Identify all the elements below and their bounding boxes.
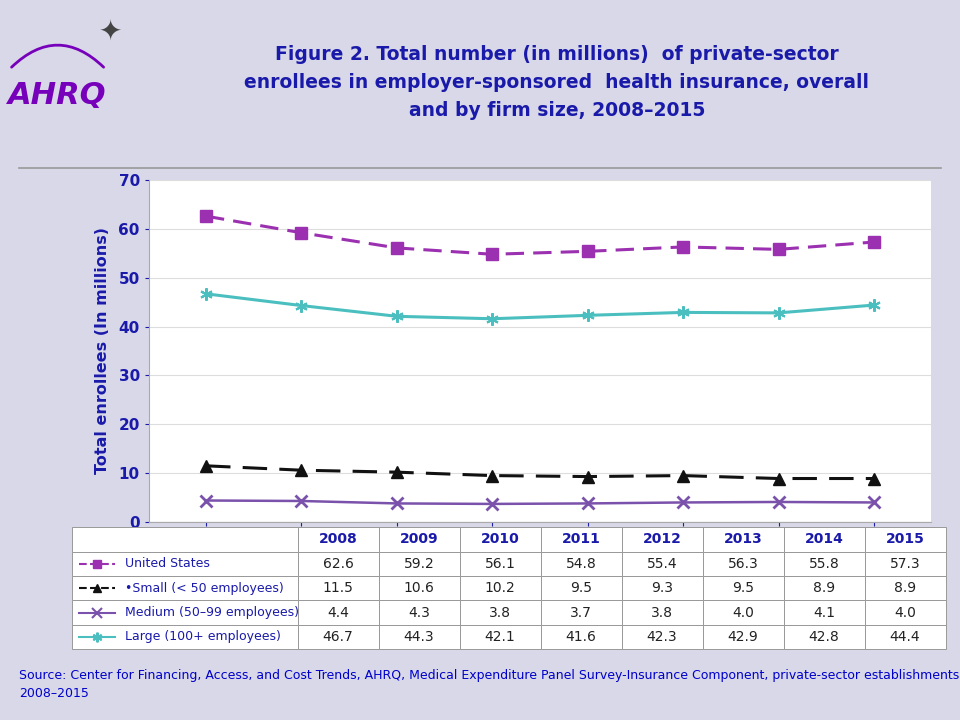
Bar (540, 552, 622, 576)
Text: Large (100+ employees): Large (100+ employees) (125, 631, 280, 644)
Text: United States: United States (125, 557, 209, 570)
Bar (460, 625, 540, 649)
Bar (460, 600, 540, 625)
Bar (378, 527, 460, 552)
Text: 2014: 2014 (804, 533, 844, 546)
Bar (540, 576, 622, 600)
Text: 4.1: 4.1 (813, 606, 835, 619)
Text: 55.8: 55.8 (808, 557, 839, 571)
Bar (72, 625, 298, 649)
Text: 42.3: 42.3 (647, 630, 678, 644)
Text: 2015: 2015 (886, 533, 924, 546)
Text: 46.7: 46.7 (323, 630, 353, 644)
Text: 10.2: 10.2 (485, 581, 516, 595)
Text: 4.0: 4.0 (894, 606, 916, 619)
Bar (621, 576, 703, 600)
Text: 55.4: 55.4 (647, 557, 678, 571)
Bar (703, 576, 783, 600)
Bar (783, 552, 865, 576)
Text: 57.3: 57.3 (890, 557, 921, 571)
Text: 2013: 2013 (724, 533, 762, 546)
Text: 8.9: 8.9 (813, 581, 835, 595)
Text: 56.3: 56.3 (728, 557, 758, 571)
Text: 4.0: 4.0 (732, 606, 754, 619)
Text: 9.5: 9.5 (732, 581, 755, 595)
Text: 54.8: 54.8 (565, 557, 596, 571)
Bar (783, 625, 865, 649)
Bar (621, 552, 703, 576)
Text: 3.8: 3.8 (489, 606, 511, 619)
Text: 2010: 2010 (481, 533, 519, 546)
Bar (865, 600, 946, 625)
Bar (621, 527, 703, 552)
Text: 3.8: 3.8 (651, 606, 673, 619)
Bar (72, 600, 298, 625)
Bar (865, 552, 946, 576)
Text: 2009: 2009 (399, 533, 439, 546)
Text: 2008: 2008 (319, 533, 357, 546)
Text: AHRQ: AHRQ (9, 81, 107, 109)
Text: 3.7: 3.7 (570, 606, 592, 619)
Bar (783, 576, 865, 600)
Text: 9.5: 9.5 (570, 581, 592, 595)
Text: 8.9: 8.9 (894, 581, 916, 595)
Bar (703, 600, 783, 625)
Text: 4.4: 4.4 (327, 606, 349, 619)
Bar (460, 576, 540, 600)
Bar (621, 600, 703, 625)
Bar (703, 625, 783, 649)
Bar (865, 527, 946, 552)
Bar (865, 625, 946, 649)
Text: 62.6: 62.6 (323, 557, 353, 571)
Text: 11.5: 11.5 (323, 581, 353, 595)
Bar (621, 625, 703, 649)
Bar (72, 552, 298, 576)
Bar (783, 600, 865, 625)
Text: •Small (< 50 employees): •Small (< 50 employees) (125, 582, 283, 595)
Text: 42.8: 42.8 (808, 630, 839, 644)
Bar (378, 625, 460, 649)
Text: 9.3: 9.3 (651, 581, 673, 595)
Text: 10.6: 10.6 (403, 581, 435, 595)
Bar (703, 527, 783, 552)
Bar (298, 527, 378, 552)
Text: 44.4: 44.4 (890, 630, 921, 644)
Text: 2012: 2012 (642, 533, 682, 546)
Bar (865, 576, 946, 600)
Text: Figure 2. Total number (in millions)  of private-sector
enrollees in employer-sp: Figure 2. Total number (in millions) of … (244, 45, 870, 120)
Bar (540, 625, 622, 649)
Bar (298, 600, 378, 625)
Text: 41.6: 41.6 (565, 630, 596, 644)
Bar (72, 527, 298, 552)
Text: 59.2: 59.2 (404, 557, 435, 571)
Bar (540, 527, 622, 552)
Text: 44.3: 44.3 (404, 630, 435, 644)
Bar (72, 576, 298, 600)
Text: ✦: ✦ (99, 17, 122, 45)
Text: 4.3: 4.3 (408, 606, 430, 619)
Bar (298, 576, 378, 600)
Bar (378, 576, 460, 600)
Bar (378, 552, 460, 576)
Bar (378, 600, 460, 625)
Bar (703, 552, 783, 576)
Text: 42.1: 42.1 (485, 630, 516, 644)
Bar (540, 600, 622, 625)
Text: Medium (50–99 employees): Medium (50–99 employees) (125, 606, 299, 619)
Text: Source: Center for Financing, Access, and Cost Trends, AHRQ, Medical Expenditure: Source: Center for Financing, Access, an… (19, 669, 960, 700)
Bar (298, 552, 378, 576)
Text: 56.1: 56.1 (485, 557, 516, 571)
Bar (460, 552, 540, 576)
Bar (298, 625, 378, 649)
Text: 2011: 2011 (562, 533, 601, 546)
Y-axis label: Total enrollees (In millions): Total enrollees (In millions) (95, 228, 110, 474)
Bar (783, 527, 865, 552)
Text: 42.9: 42.9 (728, 630, 758, 644)
Bar (460, 527, 540, 552)
